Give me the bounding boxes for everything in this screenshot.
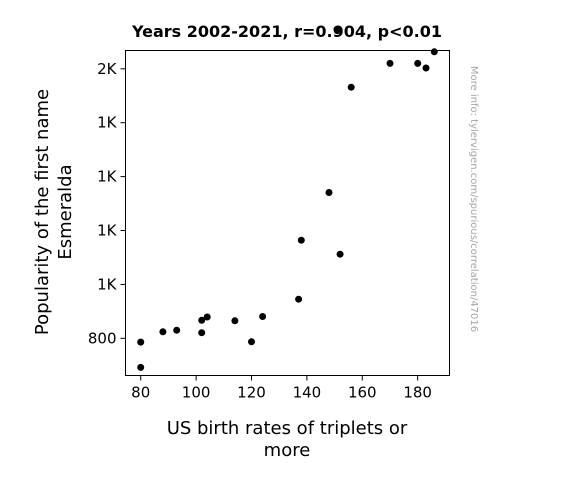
- plot-frame: [125, 50, 450, 376]
- y-tick-label-6: 2K: [97, 60, 118, 78]
- data-point-15: [336, 250, 344, 258]
- data-point-6: [198, 329, 206, 337]
- x-tick-label-3: 120: [237, 384, 266, 402]
- data-point-13: [325, 189, 333, 196]
- data-point-19: [422, 64, 430, 72]
- data-points: [137, 27, 438, 371]
- y-axis-ticks: 800 1K 1K 1K 1K 2K: [88, 60, 126, 347]
- x-tick-label-1: 80: [131, 384, 150, 402]
- data-point-17: [386, 59, 394, 67]
- data-point-8: [231, 317, 239, 325]
- source-note: More info: tylervigen.com/spurious/corre…: [468, 66, 479, 332]
- data-point-12: [297, 236, 305, 244]
- chart-title: Years 2002-2021, r=0.904, p<0.01: [131, 22, 442, 41]
- y-tick-label-2: 1K: [97, 275, 118, 293]
- x-tick-label-4: 140: [293, 384, 322, 402]
- data-point-3: [159, 328, 167, 336]
- data-point-7: [203, 313, 211, 321]
- data-point-18: [414, 59, 422, 67]
- data-point-11: [295, 295, 303, 303]
- data-point-14: [333, 27, 341, 35]
- y-tick-label-4: 1K: [97, 168, 118, 186]
- y-axis-label-line-2: Esmeralda: [55, 164, 76, 259]
- y-tick-label-5: 1K: [97, 114, 118, 132]
- data-point-4: [173, 326, 181, 334]
- x-axis-label-line-2: more: [264, 440, 311, 461]
- x-axis-ticks: 80 100 120 140 160 180: [131, 375, 432, 402]
- y-axis-label-line-1: Popularity of the first name: [32, 89, 53, 335]
- y-tick-label-1: 800: [88, 329, 117, 347]
- data-point-10: [259, 313, 267, 320]
- data-point-16: [347, 83, 355, 91]
- x-tick-label-5: 160: [348, 384, 377, 402]
- y-tick-label-3: 1K: [97, 222, 118, 240]
- data-point-1: [137, 338, 145, 346]
- x-tick-label-6: 180: [403, 384, 432, 402]
- x-tick-label-2: 100: [182, 384, 211, 402]
- x-axis-label-line-1: US birth rates of triplets or: [167, 418, 408, 439]
- data-point-2: [137, 363, 145, 371]
- data-point-9: [248, 338, 255, 346]
- data-point-5: [198, 316, 206, 324]
- data-point-20: [430, 48, 438, 56]
